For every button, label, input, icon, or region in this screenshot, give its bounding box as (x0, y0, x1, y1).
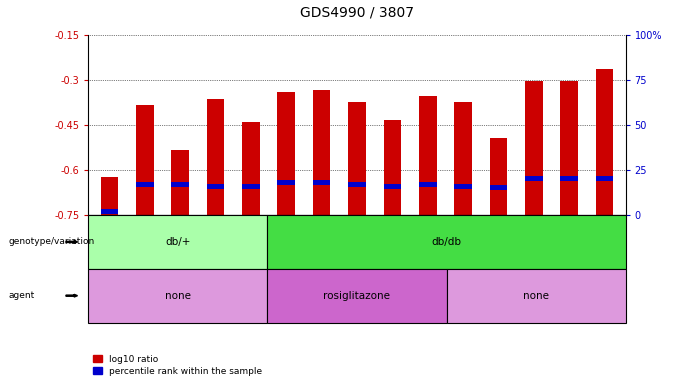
Bar (384, 184, 401, 189)
Text: none: none (165, 291, 191, 301)
Bar (207, 184, 224, 189)
Bar (419, 182, 437, 187)
Bar (384, 120, 401, 215)
Bar (596, 176, 613, 182)
Bar (596, 69, 613, 215)
Bar (207, 99, 224, 215)
Bar (560, 81, 578, 215)
Text: db/+: db/+ (165, 237, 190, 247)
Bar (277, 92, 295, 215)
Bar (242, 122, 260, 215)
Bar (136, 182, 154, 187)
Bar (454, 184, 472, 189)
Bar (313, 180, 330, 185)
Text: none: none (523, 291, 549, 301)
Text: GDS4990 / 3807: GDS4990 / 3807 (300, 5, 414, 19)
Bar (454, 102, 472, 215)
Bar (313, 90, 330, 215)
Bar (525, 81, 543, 215)
Bar (171, 151, 189, 215)
Bar (419, 96, 437, 215)
Legend: log10 ratio, percentile rank within the sample: log10 ratio, percentile rank within the … (93, 355, 262, 376)
Bar (490, 185, 507, 190)
Text: genotype/variation: genotype/variation (8, 237, 95, 247)
Bar (101, 209, 118, 214)
Bar (171, 182, 189, 187)
Bar (277, 180, 295, 185)
Bar (348, 182, 366, 187)
Bar (101, 177, 118, 215)
Bar (136, 105, 154, 215)
Text: rosiglitazone: rosiglitazone (324, 291, 390, 301)
Bar (525, 176, 543, 182)
Text: db/db: db/db (432, 237, 462, 247)
Bar (490, 138, 507, 215)
Text: agent: agent (8, 291, 35, 300)
Bar (560, 176, 578, 182)
Bar (348, 102, 366, 215)
Bar (242, 184, 260, 189)
